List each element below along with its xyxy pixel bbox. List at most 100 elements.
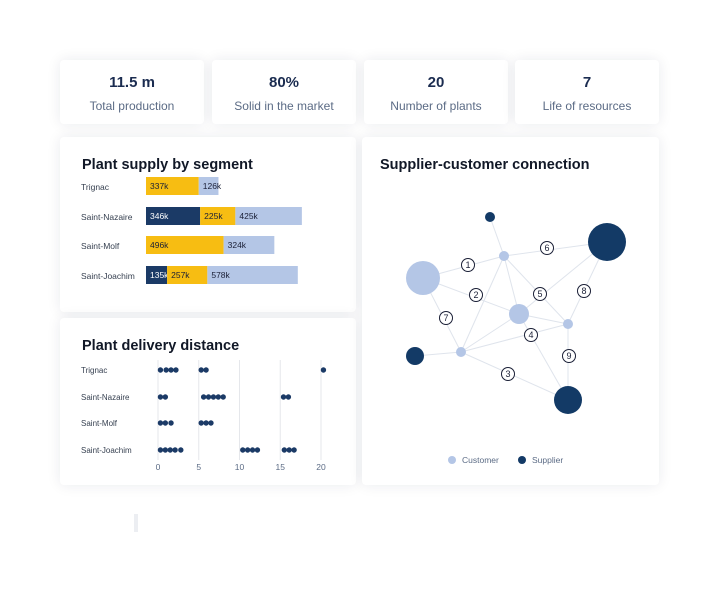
supply-bar-segment (198, 177, 219, 195)
delivery-point (203, 367, 209, 373)
text-cursor-mark (134, 514, 138, 532)
delivery-point (168, 367, 174, 373)
edge-label: 1 (461, 258, 475, 272)
plant-supply-card: Plant supply by segment Trignac 337k 126k S… (60, 137, 356, 312)
delivery-point (168, 420, 174, 426)
delivery-point (178, 447, 184, 453)
delivery-point (281, 447, 288, 453)
kpi-value: 11.5 m (109, 74, 155, 91)
delivery-point (157, 367, 164, 373)
supply-value-label: 324k (228, 240, 247, 250)
delivery-point (254, 447, 261, 453)
edge-label: 7 (439, 311, 453, 325)
supplier-node (485, 212, 495, 222)
edge-label: 9 (562, 349, 576, 363)
delivery-category-label: Saint-Nazaire (81, 393, 130, 402)
kpi-label: Life of resources (542, 99, 632, 113)
delivery-point (208, 420, 214, 426)
supply-bar-segment (207, 266, 298, 284)
supply-bar-segment (200, 207, 236, 225)
supply-bar-segment (146, 207, 201, 225)
delivery-tick-label: 0 (156, 462, 161, 472)
supply-value-label: 225k (204, 211, 223, 221)
delivery-category-label: Saint-Molf (81, 419, 118, 428)
supply-category-label: Saint-Molf (81, 241, 120, 251)
supply-value-label: 425k (239, 211, 258, 221)
delivery-tick-label: 20 (316, 462, 326, 472)
delivery-tick-label: 5 (196, 462, 201, 472)
plant-delivery-chart: 0 5 10 15 20 Trignac Saint-Nazaire Saint-Molf Sa… (81, 360, 327, 472)
delivery-category-label: Trignac (81, 366, 107, 375)
kpi-label: Total production (89, 99, 175, 113)
edge-label: 3 (501, 367, 515, 381)
supply-value-label: 496k (150, 240, 169, 250)
legend-supplier-label: Supplier (532, 455, 563, 465)
supplier-node (588, 223, 626, 261)
plant-supply-chart: Trignac 337k 126k Saint-Nazaire 346k 225k 425k… (81, 177, 302, 284)
network-graph: 1 2 3 4 5 6 7 8 9 Customer Supplier (406, 212, 626, 465)
supply-bar-segment (223, 236, 275, 254)
plant-delivery-card: Plant delivery distance 0 5 10 15 20 Trignac S… (60, 318, 356, 485)
plant-delivery-title: Plant delivery distance (82, 338, 240, 354)
kpi-value: 7 (582, 74, 592, 91)
delivery-point (286, 447, 292, 453)
delivery-point (157, 420, 164, 426)
delivery-point (291, 447, 297, 453)
supply-value-label: 135k (150, 270, 169, 280)
delivery-tick-label: 15 (276, 462, 286, 472)
edge-labels: 1 2 3 4 5 6 7 8 9 (439, 241, 591, 381)
delivery-point (280, 394, 287, 400)
supply-value-label: 337k (150, 181, 169, 191)
delivery-point (249, 447, 256, 453)
supply-category-label: Trignac (81, 182, 110, 192)
svg-text:5: 5 (537, 289, 542, 299)
delivery-point (210, 394, 217, 400)
customer-node (456, 347, 466, 357)
delivery-category-label: Saint-Joachim (81, 446, 132, 455)
delivery-point (215, 394, 222, 400)
svg-text:8: 8 (581, 286, 586, 296)
supply-bar-segment (167, 266, 208, 284)
delivery-point (167, 447, 173, 453)
supply-bar-segment (146, 177, 199, 195)
network-title: Supplier-customer connection (380, 157, 590, 173)
svg-text:7: 7 (443, 313, 448, 323)
edge-label: 5 (533, 287, 547, 301)
delivery-point (198, 420, 204, 426)
legend-customer-swatch (448, 456, 456, 464)
supply-value-label: 257k (171, 270, 190, 280)
svg-text:2: 2 (473, 290, 478, 300)
delivery-point (285, 394, 292, 400)
svg-text:4: 4 (528, 330, 533, 340)
kpi-value: 80% (268, 74, 300, 91)
delivery-point (198, 367, 204, 373)
plant-supply-title: Plant supply by segment (82, 157, 253, 173)
delivery-point (320, 367, 327, 373)
svg-text:6: 6 (544, 243, 549, 253)
kpi-card-resources: 7 Life of resources (515, 60, 659, 124)
supply-bar-segment (235, 207, 302, 225)
supplier-node (554, 386, 582, 414)
network-legend: Customer Supplier (448, 455, 563, 465)
kpi-card-plants: 20 Number of plants (364, 60, 508, 124)
delivery-point (244, 447, 251, 453)
delivery-point (205, 394, 212, 400)
svg-text:1: 1 (465, 260, 470, 270)
delivery-point (220, 394, 226, 400)
customer-node (509, 304, 529, 324)
supply-bar-segment (146, 236, 224, 254)
delivery-point (162, 420, 169, 426)
supply-category-label: Saint-Joachim (81, 271, 135, 281)
legend-supplier-swatch (518, 456, 526, 464)
delivery-point (203, 420, 209, 426)
network-nodes (406, 212, 626, 414)
edge-label: 2 (469, 288, 483, 302)
kpi-value: 20 (427, 74, 445, 91)
supply-value-label: 578k (211, 270, 230, 280)
supplier-node (406, 347, 424, 365)
delivery-point (172, 447, 178, 453)
kpi-card-total-production: 11.5 m Total production (60, 60, 204, 124)
supplier-customer-card: Supplier-customer connection (362, 137, 659, 485)
delivery-point (173, 367, 179, 373)
delivery-point (162, 394, 169, 400)
